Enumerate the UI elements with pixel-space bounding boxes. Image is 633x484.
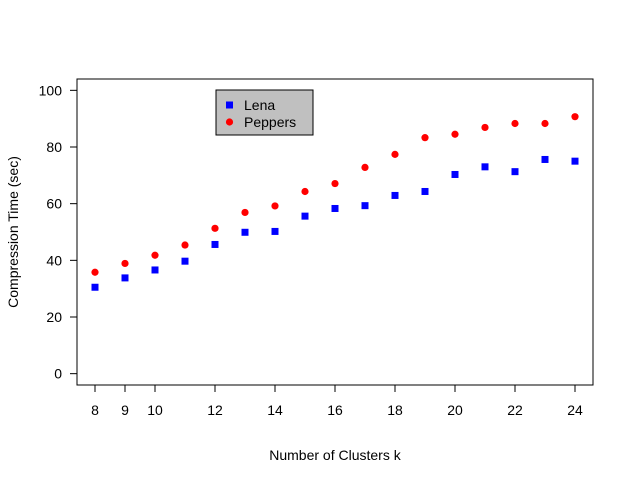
x-tick-label: 24 [567, 402, 583, 418]
data-point-lena [511, 168, 519, 176]
x-tick-label: 20 [447, 402, 463, 418]
data-point-lena [451, 170, 459, 178]
data-point-peppers [151, 251, 159, 259]
data-point-lena [481, 163, 489, 171]
data-point-lena [361, 202, 369, 210]
data-point-lena [391, 191, 399, 199]
legend-marker-lena [226, 101, 233, 109]
y-tick-label: 40 [46, 252, 62, 268]
data-point-lena [181, 257, 189, 265]
data-points [91, 113, 579, 291]
data-point-peppers [481, 123, 489, 132]
data-point-peppers [211, 224, 219, 232]
x-tick-label: 12 [207, 402, 223, 418]
data-point-peppers [181, 241, 189, 249]
data-point-peppers [361, 163, 369, 171]
x-tick-label: 18 [387, 402, 403, 418]
series-peppers [91, 113, 579, 276]
data-point-lena [271, 227, 279, 235]
x-tick-label: 8 [91, 402, 99, 418]
y-tick-label: 0 [54, 366, 62, 382]
x-tick-label: 22 [507, 402, 523, 418]
x-tick-label: 16 [327, 402, 343, 418]
data-point-peppers [121, 259, 129, 268]
y-tick-label: 100 [39, 82, 63, 98]
data-point-peppers [91, 268, 99, 276]
data-point-lena [121, 274, 129, 282]
data-point-lena [301, 212, 309, 220]
x-axis-title: Number of Clusters k [269, 447, 401, 463]
data-point-peppers [271, 202, 279, 210]
data-point-lena [241, 228, 249, 236]
data-point-lena [571, 157, 579, 165]
x-tick-label: 14 [267, 402, 283, 418]
x-tick-label: 9 [121, 402, 129, 418]
y-tick-label: 80 [46, 139, 62, 155]
data-point-peppers [301, 187, 309, 196]
y-tick-label: 20 [46, 309, 62, 325]
data-point-lena [541, 155, 549, 163]
y-tick-label: 60 [46, 196, 62, 212]
legend-label-lena: Lena [244, 97, 275, 113]
legend-marker-peppers [225, 118, 234, 126]
data-point-peppers [331, 179, 339, 188]
data-point-peppers [391, 150, 399, 158]
data-point-peppers [541, 119, 549, 128]
axes: 8 9 10 12 14 16 18 20 22 24 0 20 40 60 80 100 [39, 78, 594, 418]
data-point-peppers [241, 208, 249, 217]
data-point-lena [331, 204, 339, 212]
data-point-lena [151, 266, 159, 274]
legend-box [215, 89, 314, 136]
data-point-peppers [451, 130, 459, 138]
y-axis-title: Compression Time (sec) [5, 156, 21, 308]
data-point-lena [421, 187, 429, 195]
series-lena [91, 155, 579, 291]
legend-label-peppers: Peppers [244, 114, 296, 130]
data-point-peppers [511, 119, 519, 128]
data-point-peppers [421, 134, 429, 142]
data-point-lena [91, 283, 99, 291]
x-tick-label: 10 [147, 402, 163, 418]
data-point-lena [211, 240, 219, 248]
data-point-peppers [571, 113, 579, 121]
